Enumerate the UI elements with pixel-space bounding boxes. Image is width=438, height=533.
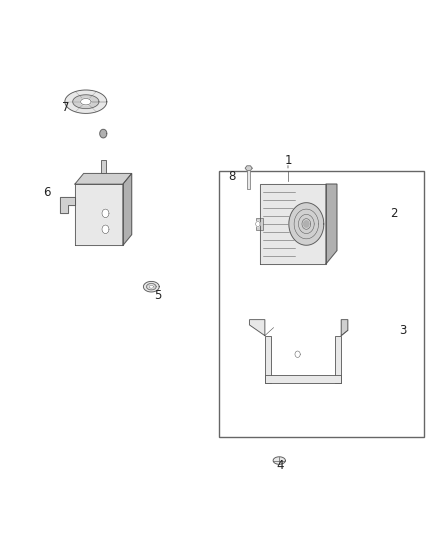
Polygon shape	[326, 184, 337, 264]
Text: 3: 3	[399, 324, 406, 337]
Polygon shape	[73, 95, 99, 109]
Text: 6: 6	[43, 185, 50, 199]
Bar	[219, 171, 424, 437]
Text: 8: 8	[228, 169, 236, 183]
Text: 5: 5	[154, 289, 162, 302]
Polygon shape	[75, 184, 123, 245]
Polygon shape	[144, 281, 159, 292]
Bar	[247, 168, 251, 189]
Polygon shape	[123, 173, 132, 245]
Text: 2: 2	[390, 207, 397, 220]
Polygon shape	[65, 90, 107, 114]
Polygon shape	[102, 209, 109, 217]
Polygon shape	[341, 320, 348, 336]
Bar	[265, 336, 272, 383]
Polygon shape	[100, 130, 107, 138]
Polygon shape	[149, 285, 153, 288]
Polygon shape	[75, 173, 132, 184]
Bar	[265, 375, 341, 383]
Polygon shape	[147, 284, 156, 290]
Polygon shape	[102, 225, 109, 233]
Polygon shape	[304, 221, 309, 227]
Polygon shape	[245, 166, 252, 171]
Polygon shape	[60, 197, 75, 213]
Polygon shape	[81, 99, 91, 105]
Bar	[256, 217, 263, 230]
Text: 4: 4	[276, 459, 284, 472]
Text: 7: 7	[62, 101, 69, 114]
Text: 1: 1	[285, 154, 293, 167]
Bar	[335, 336, 341, 383]
Polygon shape	[295, 351, 300, 358]
Polygon shape	[256, 221, 260, 227]
Polygon shape	[273, 457, 286, 464]
Polygon shape	[250, 320, 265, 336]
Polygon shape	[261, 184, 326, 264]
Polygon shape	[289, 203, 324, 245]
Bar	[101, 160, 106, 173]
